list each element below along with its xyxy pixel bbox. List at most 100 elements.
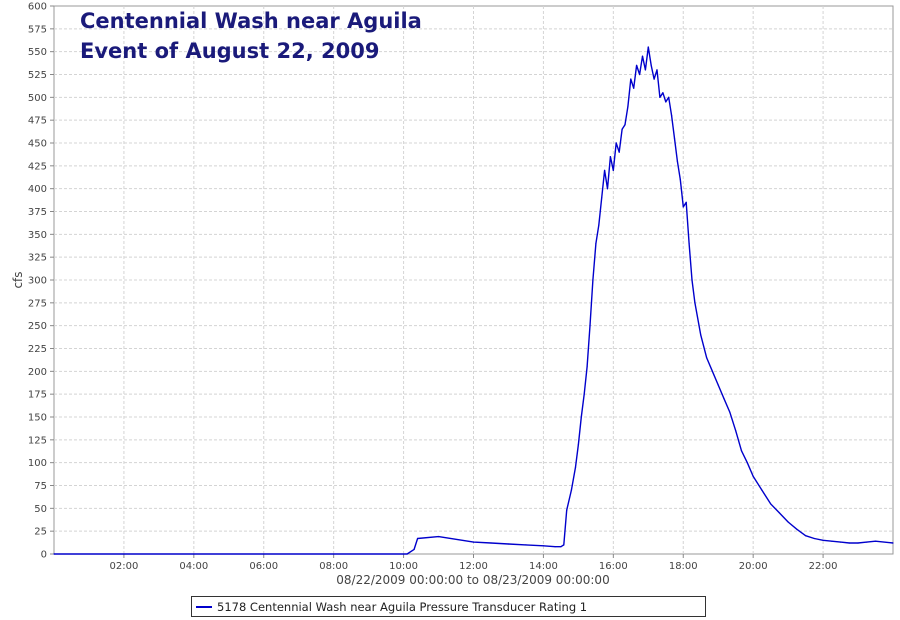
x-tick-labels: 02:00 04:00 06:00 08:00 10:00 12:00 14:00 16:00… [110,554,837,572]
x-tick-label: 02:00 [110,561,139,572]
chart-title-line-2: Event of August 22, 2009 [80,39,379,63]
data-point [813,537,815,540]
data-point [746,462,748,464]
data-point [592,279,594,281]
data-point [688,242,690,245]
data-point [633,87,635,89]
y-tick-label: 200 [28,367,47,378]
x-tick-label: 16:00 [599,561,628,572]
data-point [647,46,649,48]
x-tick-label: 06:00 [249,561,278,572]
data-point [735,430,737,432]
legend-label: 5178 Centennial Wash near Aguila Pressur… [217,599,588,614]
x-tick-label: 12:00 [459,561,488,572]
x-tick-label: 18:00 [669,561,698,572]
data-point [598,224,600,226]
data-point [857,542,859,544]
data-point [53,553,55,555]
data-point [525,544,527,546]
data-point [770,503,772,505]
x-tick-label: 14:00 [529,561,558,572]
data-point [729,411,731,413]
data-point [665,101,667,103]
data-point [406,553,408,555]
data-point [609,156,612,158]
data-point [624,124,626,126]
data-point [682,206,684,208]
data-point [711,370,714,372]
data-point [618,151,620,153]
data-point [740,450,743,452]
data-point [507,543,510,545]
y-tick-label: 125 [28,435,47,446]
data-point [840,541,842,543]
data-point [653,78,655,80]
data-point [472,541,475,543]
data-point [673,137,676,139]
data-point [639,73,641,76]
data-point [612,169,614,171]
y-tick-label: 325 [28,253,47,264]
y-tick-label: 0 [41,550,47,561]
data-point [586,366,588,368]
y-tick-label: 475 [28,116,47,127]
x-tick-label: 10:00 [389,561,418,572]
data-point [662,92,664,94]
data-point [676,160,679,162]
data-point [831,540,833,542]
data-point [778,512,781,514]
data-point [671,115,673,117]
data-point [848,542,850,544]
y-tick-label: 350 [28,230,47,241]
data-point [583,393,585,395]
data-point [650,64,652,66]
data-point [606,188,609,190]
data-point [694,302,696,304]
data-point [570,489,573,491]
data-point [601,197,603,199]
y-tick-label: 50 [34,504,47,515]
y-tick-label: 400 [28,184,47,195]
data-point [627,105,629,108]
series-group [53,46,894,555]
data-point [874,540,877,542]
x-tick-label: 04:00 [179,561,208,572]
data-point [644,69,647,71]
y-tick-label: 100 [28,458,47,469]
data-point [560,546,562,548]
data-point [761,489,763,491]
y-tick-label: 425 [28,161,47,172]
x-gridlines [123,6,824,554]
data-point [566,509,568,511]
data-point [641,55,644,57]
data-point [542,545,545,547]
y-tick-label: 75 [34,481,47,492]
data-point [787,521,789,523]
data-point [752,475,754,477]
data-point [668,96,670,98]
legend-swatch [196,605,212,608]
data-point [577,443,580,445]
y-tick-label: 275 [28,298,47,309]
data-point [723,398,725,400]
series-line [54,46,894,555]
data-point [796,528,798,530]
data-point [595,242,597,245]
y-tick-label: 300 [28,276,47,287]
y-tick-label: 550 [28,47,47,58]
data-point [717,384,719,386]
data-point [554,546,556,548]
y-tick-label: 525 [28,70,47,81]
data-point [621,128,623,130]
data-point [656,69,658,71]
data-point [679,178,681,181]
y-tick-label: 500 [28,93,47,104]
legend: 5178 Centennial Wash near Aguila Pressur… [191,596,706,617]
data-point [563,544,565,546]
y-tick-label: 175 [28,390,47,401]
y-axis-label: cfs [11,271,25,288]
data-point [691,279,693,281]
y-tick-label: 150 [28,413,47,424]
data-point [413,548,415,551]
data-point [700,334,702,336]
